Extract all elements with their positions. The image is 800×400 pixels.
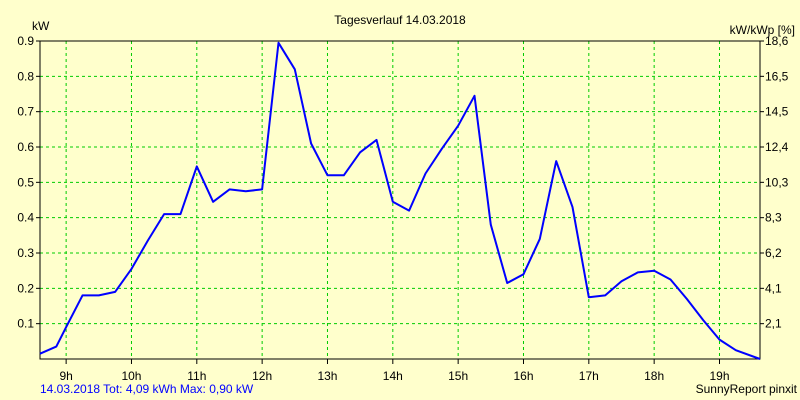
x-tick-label: 13h bbox=[317, 369, 337, 383]
y-tick-label-right: 18,6 bbox=[765, 34, 789, 48]
y-tick-label-right: 4,1 bbox=[765, 281, 782, 295]
left-axis-unit: kW bbox=[32, 19, 50, 33]
y-tick-label-left: 0.6 bbox=[17, 140, 34, 154]
x-tick-label: 17h bbox=[579, 369, 599, 383]
power-series-line bbox=[39, 41, 761, 360]
footer-credit: SunnyReport pinxit bbox=[696, 382, 798, 396]
y-tick-label-left: 0.4 bbox=[17, 211, 34, 225]
x-tick-label: 19h bbox=[709, 369, 729, 383]
y-tick-label-right: 8,3 bbox=[765, 211, 782, 225]
y-tick-label-right: 6,2 bbox=[765, 246, 782, 260]
x-tick-label: 18h bbox=[644, 369, 664, 383]
x-tick-label: 10h bbox=[121, 369, 141, 383]
x-tick-label: 12h bbox=[252, 369, 272, 383]
y-tick-label-left: 0.8 bbox=[17, 69, 34, 83]
x-tick-label: 11h bbox=[187, 369, 206, 383]
y-tick-label-right: 12,4 bbox=[765, 140, 789, 154]
y-tick-label-right: 10,3 bbox=[765, 175, 789, 189]
y-tick-label-left: 0.7 bbox=[17, 105, 34, 119]
x-tick-label: 16h bbox=[513, 369, 533, 383]
y-tick-label-right: 14,5 bbox=[765, 105, 789, 119]
tick-labels: 9h 10h 11h 12h 13h 14h 15h 16h 17h 18h 19h 0.1 0.2 0.… bbox=[17, 34, 788, 383]
y-tick-label-left: 0.1 bbox=[17, 317, 34, 331]
y-tick-label-right: 16,5 bbox=[765, 69, 789, 83]
right-axis-unit: kW/kWp [%] bbox=[730, 23, 795, 37]
y-tick-label-right: 2,1 bbox=[765, 317, 782, 331]
ticks bbox=[36, 40, 764, 364]
x-tick-label: 15h bbox=[448, 369, 468, 383]
y-tick-label-left: 0.5 bbox=[17, 175, 34, 189]
x-tick-label: 14h bbox=[383, 369, 403, 383]
chart-title: Tagesverlauf 14.03.2018 bbox=[334, 13, 466, 27]
y-tick-label-left: 0.3 bbox=[17, 246, 34, 260]
grid bbox=[40, 40, 760, 359]
x-tick-label: 9h bbox=[59, 369, 72, 383]
y-tick-label-left: 0.2 bbox=[17, 281, 34, 295]
footer-summary: 14.03.2018 Tot: 4,09 kWh Max: 0,90 kW bbox=[40, 382, 254, 396]
y-tick-label-left: 0.9 bbox=[17, 34, 34, 48]
plot-frame bbox=[39, 40, 761, 360]
